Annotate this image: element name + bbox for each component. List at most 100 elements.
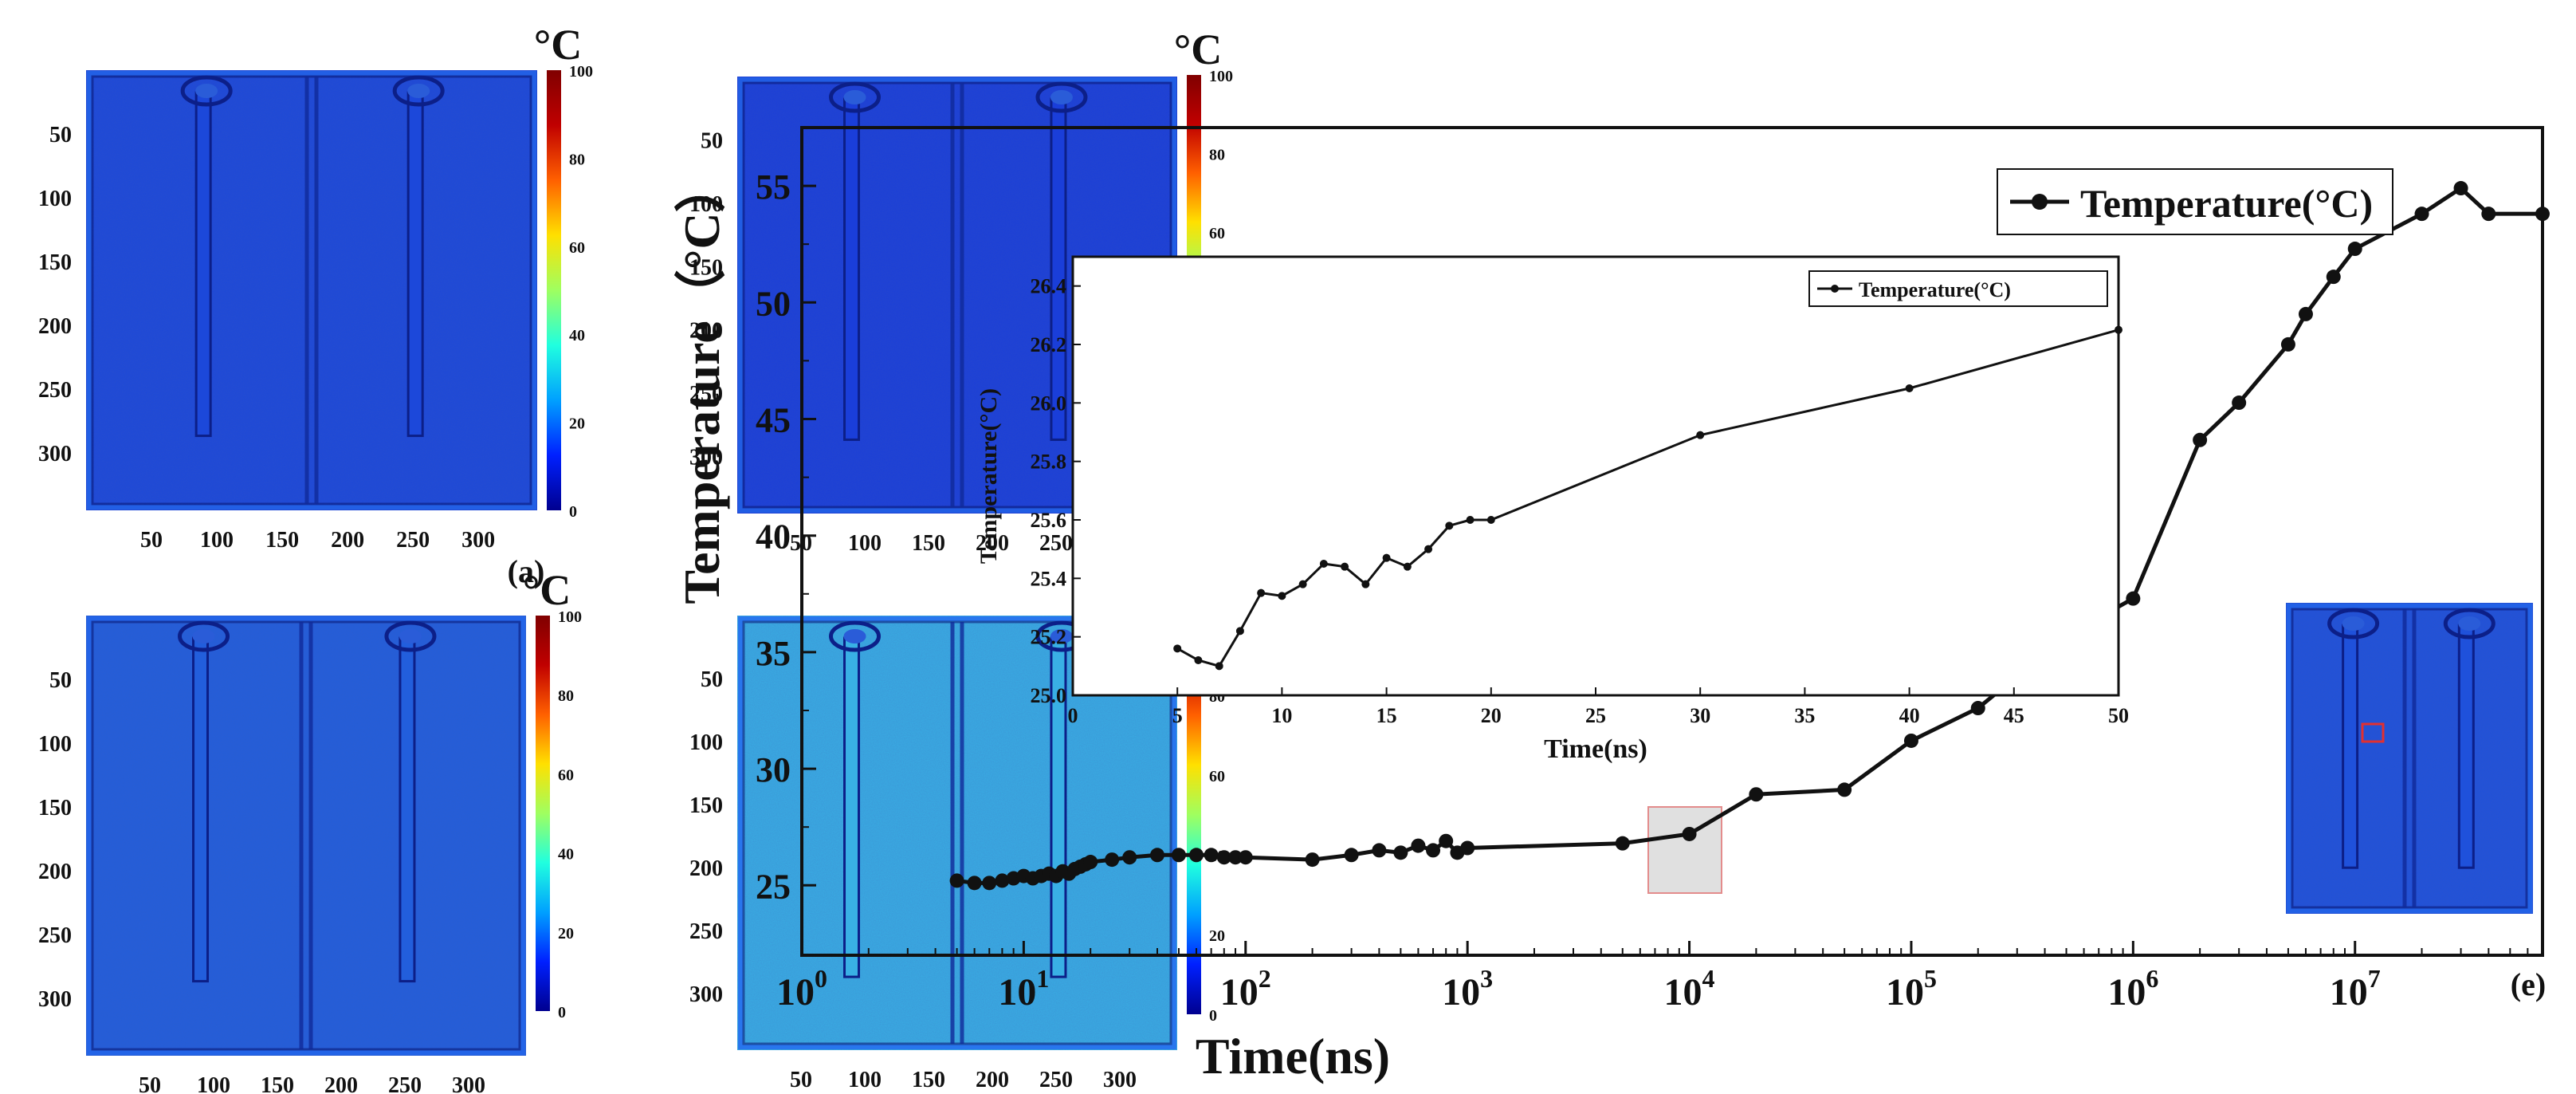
x-tick-label: 200: [331, 528, 364, 553]
inset-x-tick-label: 20: [1481, 704, 1502, 727]
colorbar-tick-label: 60: [558, 766, 574, 784]
temperature-point: [1189, 848, 1204, 863]
inset-y-tick-label: 26.4: [1031, 275, 1067, 298]
inset-temperature-point: [1696, 431, 1705, 439]
x-tick-label: 100: [200, 528, 234, 553]
temperature-point: [1682, 826, 1697, 841]
inset-x-axis-label: Time(ns): [1544, 734, 1647, 764]
colorbar-tick-label: 60: [1209, 768, 1225, 785]
channel-port-hole: [1050, 629, 1073, 643]
inset-y-tick-label: 25.2: [1031, 626, 1067, 649]
y-tick-label: 40: [756, 517, 791, 557]
channel-port: [829, 81, 882, 113]
temperature-point: [1083, 855, 1098, 870]
temperature-point: [1216, 850, 1231, 865]
x-tick-label: 200: [976, 1068, 1009, 1092]
channel-port-hole: [195, 84, 218, 98]
x-tick-label: 100: [776, 964, 827, 1013]
temperature-point: [1372, 843, 1387, 858]
temperature-point: [1411, 838, 1426, 853]
inset-x-tick-label: 45: [2004, 704, 2024, 727]
channel-port: [829, 620, 882, 652]
y-tick-label: 300: [38, 987, 72, 1012]
y-tick-label: 300: [689, 982, 723, 1007]
temperature-point: [2232, 395, 2247, 411]
channel-port-hole: [399, 629, 422, 643]
inset-temperature-point: [1298, 580, 1307, 588]
x-tick-label: 250: [388, 1073, 422, 1094]
y-tick-label: 25: [756, 867, 791, 906]
colorbar-tick-label: 40: [558, 846, 574, 864]
y-tick-label: 150: [689, 255, 723, 280]
channel-port: [2327, 608, 2380, 639]
inset-x-tick-label: 30: [1690, 704, 1710, 727]
inset-temperature-point: [1215, 662, 1223, 671]
y-tick-label: 150: [38, 796, 72, 820]
thermal-image-noise: [86, 616, 526, 1056]
y-tick-label: 50: [701, 667, 723, 692]
channel-stem: [843, 97, 861, 441]
inset-x-tick-label: 25: [1585, 704, 1606, 727]
colorbar-tick-label: 60: [1209, 225, 1225, 242]
temperature-point: [949, 873, 964, 888]
inset-y-tick-label: 26.0: [1031, 392, 1067, 415]
colorbar-tick-label: 100: [569, 63, 593, 81]
colorbar-tick-label: 60: [569, 239, 585, 257]
x-tick-label: 106: [2107, 964, 2158, 1013]
channel-stem: [2342, 624, 2359, 869]
x-tick-label: 300: [452, 1073, 485, 1094]
y-tick-label: 100: [689, 730, 723, 755]
colorbar-tick-label: 0: [1209, 1007, 1217, 1025]
temperature-point: [2535, 207, 2550, 222]
channel-port-hole: [1050, 90, 1073, 104]
thermal-panel-a: 50 100 150 200 250 300 50 100 150 200 250 300 0 20 40 6…: [38, 21, 593, 589]
temperature-point: [2126, 591, 2141, 606]
colorbar-tick-label: 80: [569, 151, 585, 168]
main-x-axis-label: Time(ns): [1196, 1028, 1390, 1084]
colorbar-tick-label: 0: [558, 1004, 566, 1021]
colorbar: [547, 70, 561, 510]
temperature-point: [2326, 270, 2341, 285]
y-tick-label: 300: [38, 442, 72, 466]
channel-port-hole: [2458, 616, 2481, 631]
channel-port-hole: [2342, 616, 2365, 631]
inset-x-tick-label: 0: [1068, 704, 1078, 727]
y-tick-label: 55: [756, 167, 791, 207]
inset-temperature-point: [2115, 325, 2122, 334]
x-tick-label: 100: [848, 531, 882, 556]
y-tick-label: 50: [49, 668, 72, 693]
channel-stem: [192, 636, 210, 983]
panel-label-e: (e): [2511, 966, 2546, 1002]
inset-temperature-point: [1341, 562, 1349, 571]
y-tick-label: 200: [689, 856, 723, 881]
inset-legend-label: Temperature(°C): [1859, 278, 2011, 301]
temperature-point: [2193, 432, 2208, 447]
y-tick-label: 45: [756, 400, 791, 439]
inset-temperature-point: [1278, 592, 1286, 600]
channel-port: [392, 75, 445, 107]
inset-temperature-point: [1424, 545, 1433, 553]
temperature-point: [1228, 850, 1243, 865]
colorbar-tick-label: 80: [558, 687, 574, 705]
colorbar-tick-label: 40: [569, 327, 585, 344]
y-tick-label: 250: [38, 923, 72, 948]
plate-frame: [738, 616, 1176, 1049]
temperature-point: [1238, 850, 1253, 865]
colorbar-tick-label: 100: [1209, 68, 1233, 85]
inset-x-tick-label: 15: [1376, 704, 1397, 727]
temperature-point: [1204, 848, 1219, 863]
inset-y-tick-label: 25.4: [1031, 567, 1067, 590]
temperature-point: [1460, 840, 1475, 856]
temperature-point: [1122, 850, 1137, 865]
inset-x-tick-label: 10: [1271, 704, 1292, 727]
inset-x-tick-label: 50: [2108, 704, 2129, 727]
panel-label: (a): [508, 553, 545, 589]
temperature-point: [2453, 181, 2468, 196]
x-tick-label: 101: [998, 964, 1049, 1013]
x-tick-label: 107: [2330, 964, 2381, 1013]
inset-plot-frame: [1071, 255, 2120, 697]
channel-port: [180, 75, 233, 107]
channel-port-hole: [192, 629, 215, 643]
channel-stem: [399, 636, 416, 983]
